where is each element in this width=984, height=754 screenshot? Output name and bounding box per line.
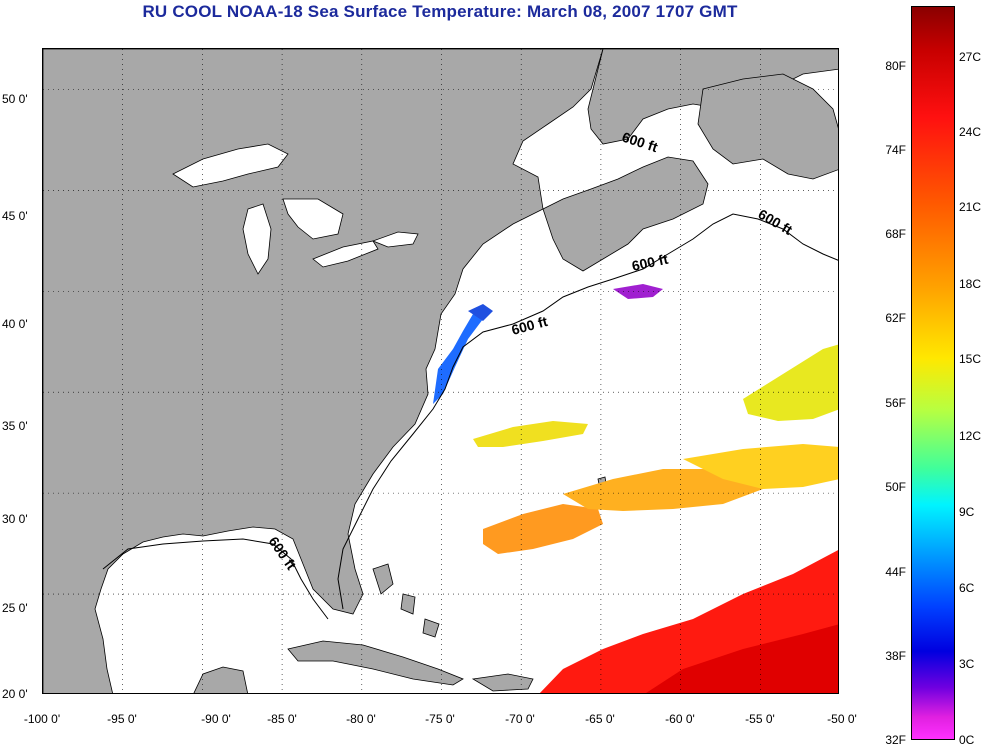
north-america-land (43, 49, 604, 693)
colorbar-f-74: 74F (885, 143, 906, 157)
contour-label-1: 600 ft (620, 129, 660, 156)
lake-superior (172, 143, 289, 188)
map-canvas: 600 ft 600 ft 600 ft 600 ft 600 ft (43, 49, 838, 693)
nova-scotia-land (542, 156, 709, 272)
lon-label-55: -55 0' (745, 712, 775, 726)
cuba-land (287, 640, 464, 686)
lon-label-60: -60 0' (665, 712, 695, 726)
colorbar-c-3: 3C (959, 657, 975, 671)
temperature-colorbar (911, 6, 955, 740)
colorbar-f-56: 56F (885, 396, 906, 410)
colorbar-c-18: 18C (959, 277, 982, 291)
lon-label-100: -100 0' (23, 712, 61, 726)
lon-label-50: -50 0' (827, 712, 857, 726)
sst-patch-orange-west (483, 504, 603, 554)
lon-label-90: -90 0' (201, 712, 231, 726)
lat-label-20: 20 0' (2, 687, 28, 701)
lake-michigan (242, 203, 272, 275)
colorbar-c-6: 6C (959, 581, 975, 595)
sst-patch-yellow-band (473, 421, 588, 447)
great-lakes (172, 143, 419, 275)
sst-patch-gulf-stream-north (433, 314, 483, 404)
colorbar-c-9: 9C (959, 505, 975, 519)
lon-label-95: -95 0' (107, 712, 137, 726)
sst-patch-red-deep (646, 624, 838, 693)
isobath-600ft-gulf-line (102, 538, 329, 620)
colorbar-f-38: 38F (885, 649, 906, 663)
lat-label-35: 35 0' (2, 419, 28, 433)
lon-label-65: -65 0' (585, 712, 615, 726)
sst-patch-yellow-east (743, 344, 838, 421)
contour-label-2: 600 ft (756, 206, 796, 238)
sst-patch-orange-center (563, 469, 763, 511)
colorbar-c-0: 0C (959, 733, 975, 747)
colorbar-c-27: 27C (959, 50, 982, 64)
contour-label-3: 600 ft (630, 251, 669, 274)
contour-label-4: 600 ft (510, 313, 550, 338)
lon-label-80: -80 0' (346, 712, 376, 726)
land-layer (43, 49, 838, 693)
lake-erie (312, 240, 379, 268)
colorbar-f-50: 50F (885, 480, 906, 494)
colorbar-f-62: 62F (885, 311, 906, 325)
colorbar-c-24: 24C (959, 125, 982, 139)
colorbar-f-80: 80F (885, 59, 906, 73)
sst-map: 600 ft 600 ft 600 ft 600 ft 600 ft (42, 48, 839, 694)
lon-label-70: -70 0' (505, 712, 535, 726)
lake-huron (282, 198, 344, 240)
lon-label-85: -85 0' (267, 712, 297, 726)
colorbar-f-44: 44F (885, 565, 906, 579)
colorbar-f-68: 68F (885, 227, 906, 241)
lat-label-40: 40 0' (2, 317, 28, 331)
colorbar-c-21: 21C (959, 200, 982, 214)
sst-patches (433, 284, 838, 693)
lon-label-75: -75 0' (425, 712, 455, 726)
lat-label-30: 30 0' (2, 512, 28, 526)
lat-label-25: 25 0' (2, 601, 28, 615)
colorbar-f-32: 32F (885, 733, 906, 747)
sst-patch-yellow-mid (683, 444, 838, 489)
isobath-600ft-line (337, 213, 838, 610)
map-title: RU COOL NOAA-18 Sea Surface Temperature:… (142, 2, 738, 21)
colorbar-c-12: 12C (959, 429, 982, 443)
lake-ontario (371, 231, 419, 248)
yucatan-land (193, 666, 248, 693)
lat-label-50: 50 0' (2, 92, 28, 106)
colorbar-c-15: 15C (959, 352, 982, 366)
sst-patch-mid-atlantic (468, 304, 493, 321)
lat-label-45: 45 0' (2, 209, 28, 223)
hispaniola-land (471, 673, 534, 692)
newfoundland-land (697, 73, 838, 180)
bahamas-land (372, 563, 440, 638)
